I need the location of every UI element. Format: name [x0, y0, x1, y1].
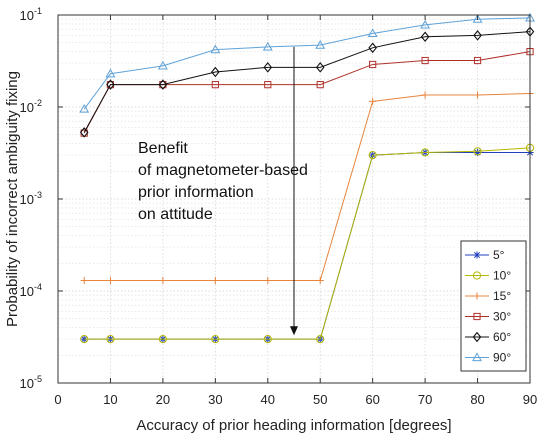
- legend-label: 90°: [493, 351, 511, 365]
- x-tick-label: 70: [418, 392, 432, 407]
- data-point: [421, 148, 430, 157]
- x-axis-label: Accuracy of prior heading information [d…: [136, 417, 451, 434]
- x-tick-label: 0: [54, 392, 61, 407]
- data-point: [368, 42, 377, 54]
- data-point: [473, 30, 482, 41]
- legend-marker: [473, 312, 481, 321]
- data-point: [105, 68, 116, 78]
- data-point: [473, 56, 482, 65]
- legend-entry-2: 10°: [465, 269, 511, 283]
- data-point: [79, 127, 89, 138]
- data-point: [316, 81, 324, 89]
- annotation-line-3: prior information: [138, 184, 254, 201]
- data-point: [211, 81, 219, 89]
- annotation-line-2: of magnetometer-based: [138, 162, 308, 179]
- x-tick-label: 10: [103, 392, 117, 407]
- legend-entry-4: 30°: [465, 310, 511, 324]
- annotation: Benefit of magnetometer-based prior info…: [138, 46, 308, 336]
- series-line: [84, 147, 531, 340]
- x-tick-label: 30: [208, 392, 222, 407]
- x-tick-label: 60: [365, 392, 379, 407]
- data-point: [263, 335, 272, 344]
- legend-label: 30°: [493, 310, 511, 324]
- data-point: [473, 148, 482, 157]
- y-tick-label: 10-1: [20, 6, 42, 23]
- data-point: [316, 335, 325, 344]
- data-point: [421, 56, 429, 65]
- data-point: [159, 276, 167, 285]
- legend-marker: [472, 271, 482, 280]
- x-tick-label: 80: [470, 392, 484, 407]
- series-6: [79, 12, 535, 113]
- data-point: [210, 44, 221, 54]
- legend-label: 5°: [493, 248, 505, 262]
- data-point: [369, 97, 377, 106]
- annotation-line-4: on attitude: [138, 206, 213, 223]
- data-point: [158, 335, 167, 344]
- data-point: [211, 276, 219, 285]
- data-point: [262, 41, 273, 51]
- y-tick-label: 10-3: [20, 190, 42, 207]
- legend-entry-1: 5°: [465, 248, 505, 262]
- series-line: [83, 17, 531, 110]
- y-tick-label: 10-5: [20, 374, 42, 391]
- data-point: [106, 276, 115, 285]
- legend-marker: [472, 352, 482, 362]
- y-tick-label: 10-2: [20, 98, 42, 115]
- legend-marker: [473, 292, 481, 300]
- data-point: [80, 276, 88, 285]
- data-point: [472, 14, 483, 23]
- data-point: [211, 335, 220, 344]
- x-tick-label: 20: [156, 392, 170, 407]
- series-2: [80, 143, 535, 344]
- data-point: [421, 91, 429, 99]
- data-point: [368, 151, 377, 160]
- data-point: [315, 62, 325, 73]
- data-point: [264, 276, 272, 285]
- legend-marker: [473, 251, 481, 259]
- data-point: [420, 19, 431, 29]
- data-point: [367, 28, 378, 38]
- data-point: [80, 335, 88, 343]
- data-point: [211, 66, 220, 78]
- x-tick-label: 40: [261, 392, 275, 407]
- y-tick-label: 10-4: [20, 282, 42, 299]
- legend-label: 15°: [493, 289, 511, 303]
- data-point: [420, 31, 430, 43]
- annotation-arrowhead: [290, 326, 298, 336]
- data-point: [369, 60, 377, 69]
- data-point: [315, 40, 326, 49]
- axis-ticks: 0 10 20 30 40 50 60 70 80 90 10-5 10-4 10-3 10-2 10-1: [20, 6, 538, 407]
- data-point: [106, 79, 115, 90]
- data-point: [80, 335, 89, 344]
- legend-entry-3: 15°: [465, 289, 511, 303]
- legend-label: 60°: [493, 330, 511, 344]
- data-point: [263, 62, 273, 73]
- data-point: [473, 147, 482, 156]
- legend-marker: [472, 331, 482, 343]
- data-point: [158, 79, 168, 90]
- legend-label: 10°: [493, 269, 511, 283]
- legend-entry-5: 60°: [465, 330, 511, 344]
- data-point: [264, 81, 272, 89]
- legend: 5° 10° 15° 30° 60° 90°: [460, 240, 527, 372]
- legend-box: [460, 240, 527, 372]
- x-tick-label: 90: [523, 392, 537, 407]
- legend-entry-6: 90°: [465, 351, 511, 365]
- y-axis-label: Probability of incorrect ambiguity fixin…: [4, 71, 21, 327]
- data-point: [79, 103, 90, 113]
- data-point: [316, 276, 324, 285]
- data-point: [157, 60, 168, 70]
- data-point: [106, 335, 115, 344]
- data-point: [473, 91, 482, 99]
- annotation-line-1: Benefit: [138, 140, 188, 157]
- x-tick-label: 50: [313, 392, 327, 407]
